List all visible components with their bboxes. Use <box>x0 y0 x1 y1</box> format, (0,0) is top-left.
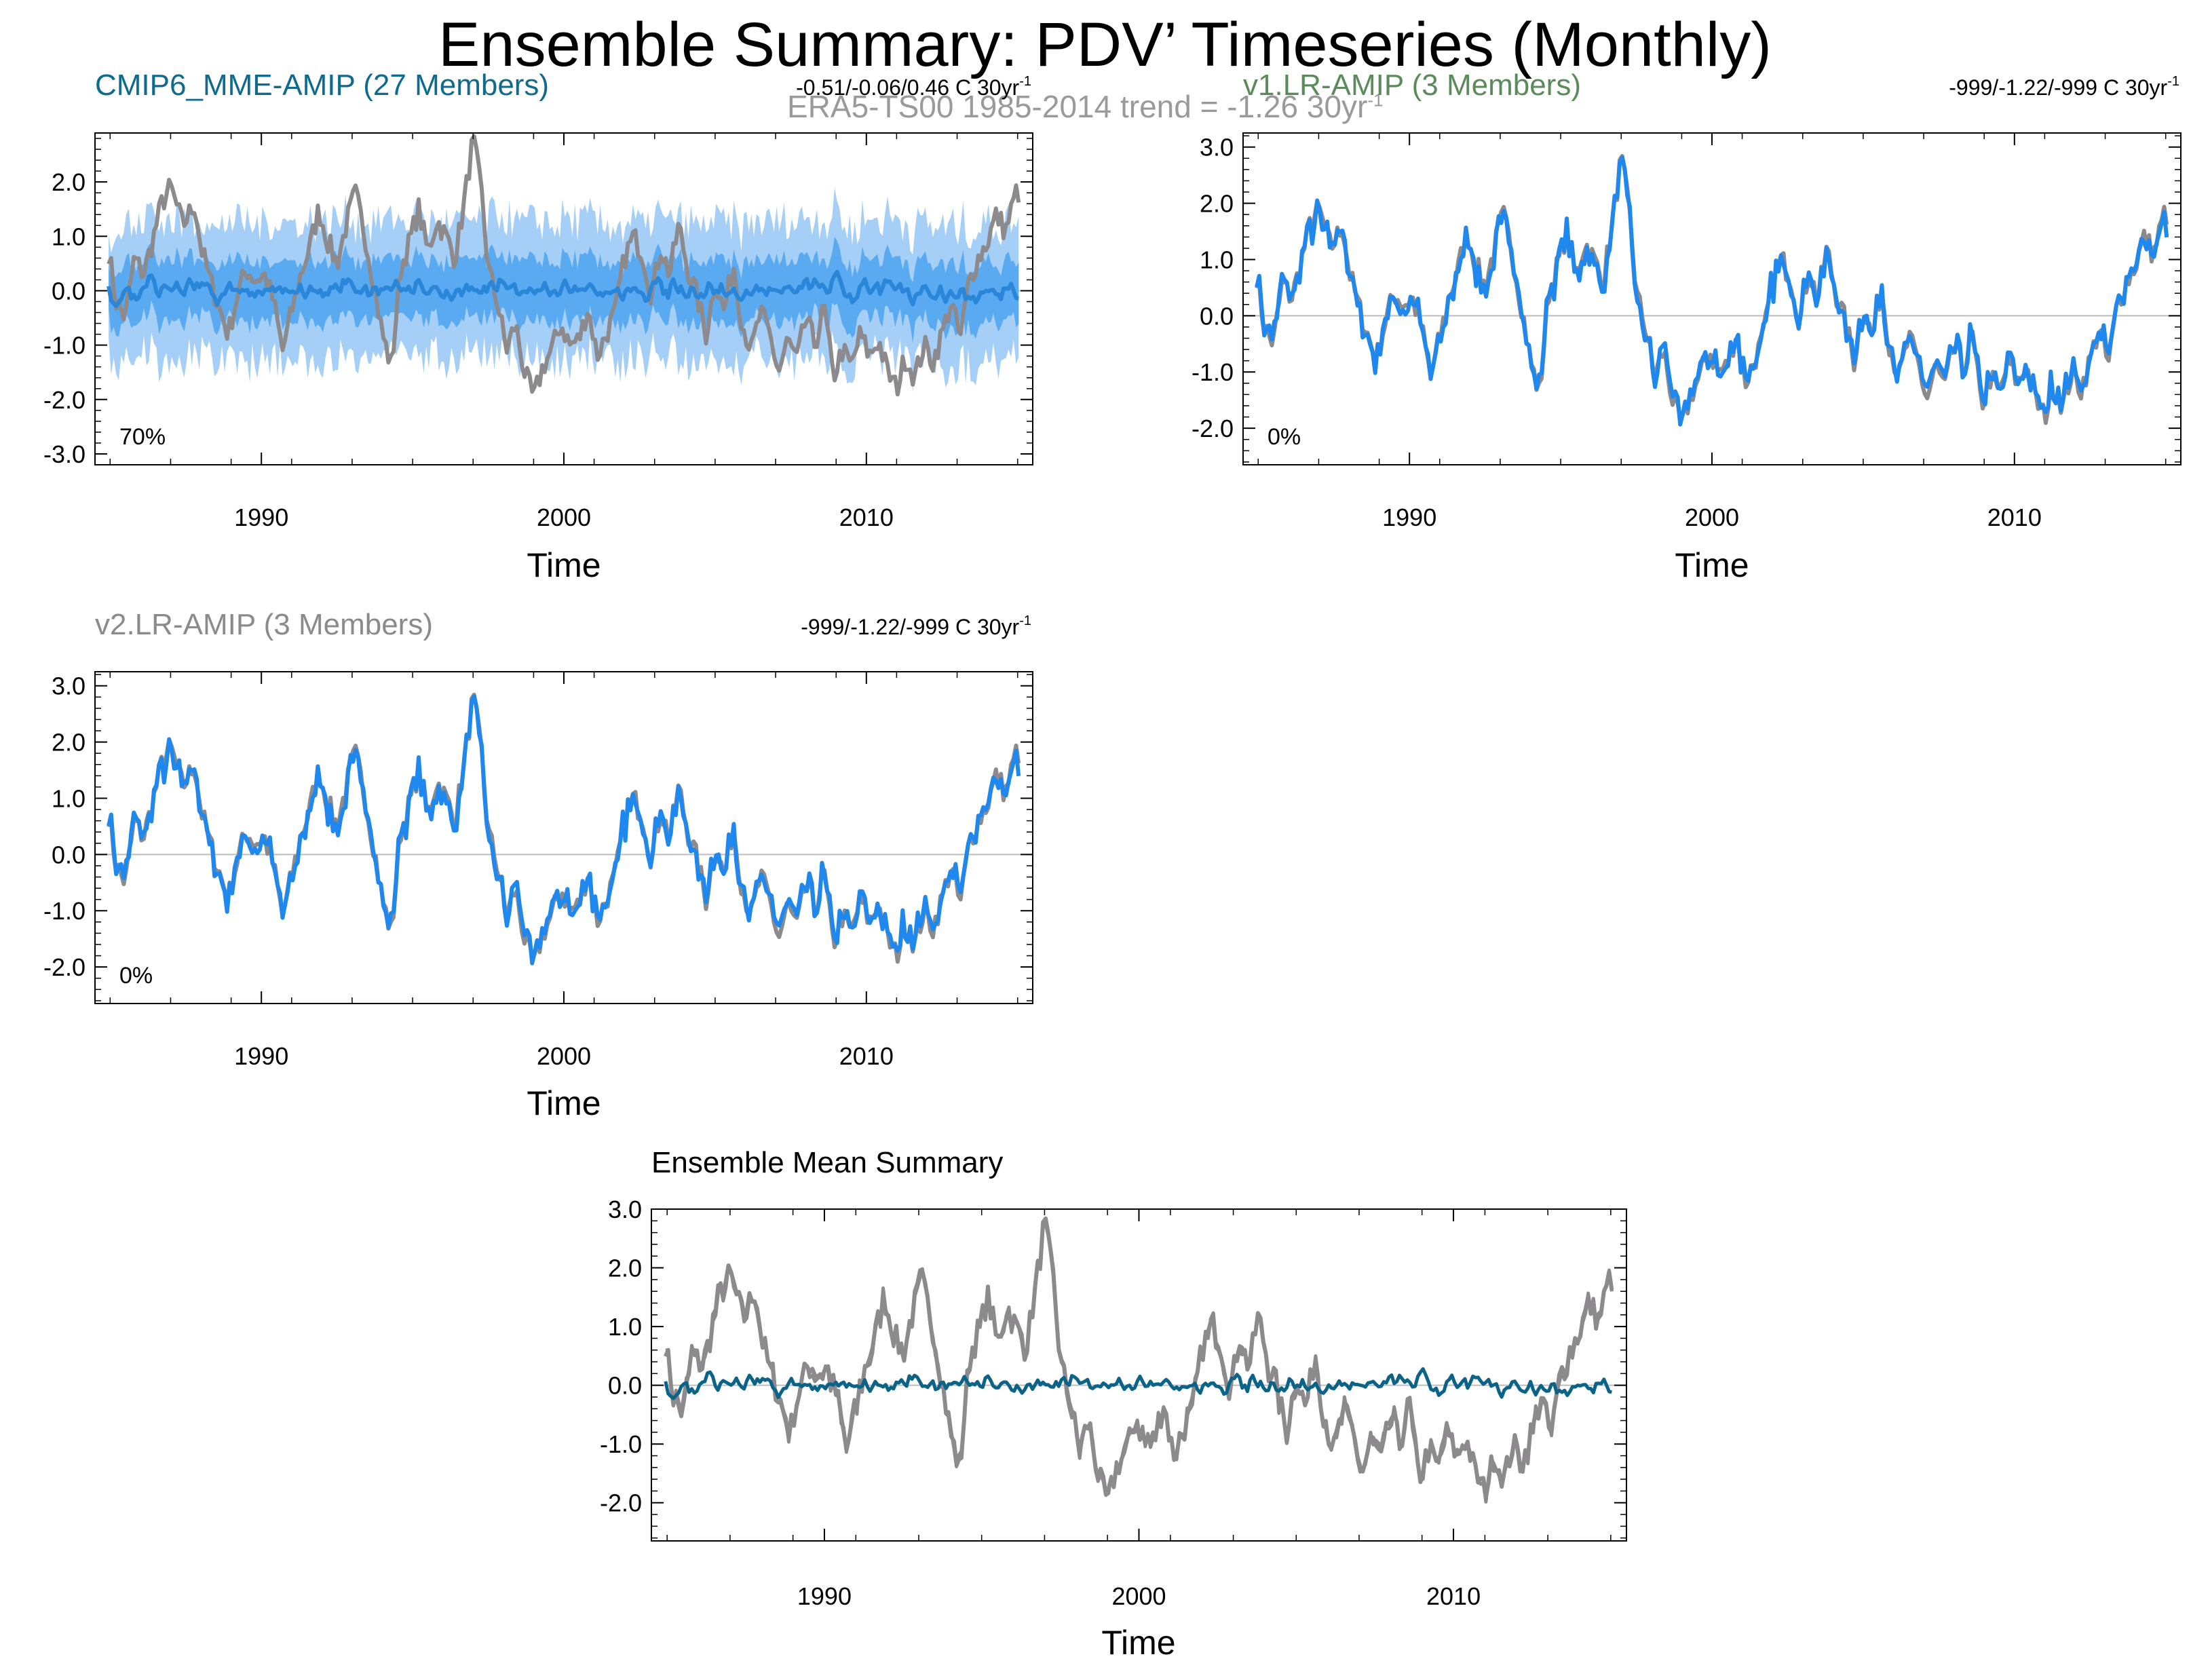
series-line-mme <box>107 269 1019 308</box>
y-tick-label: -1.0 <box>1192 358 1234 386</box>
x-tick-label: 1990 <box>234 1042 288 1070</box>
panel-trend: -999/-1.22/-999 C 30yr-1 <box>1949 74 2179 100</box>
percent-label: 0% <box>1268 424 1301 450</box>
y-tick-label: 0.0 <box>52 841 85 868</box>
panel-p1: 2.0 1.0 0.0 -1.0 -2.0 -3.0 1990 2000 2010 CMIP6_M… <box>43 69 1033 584</box>
y-tick-label: 2.0 <box>52 168 85 196</box>
x-tick-label: 2000 <box>1685 503 1739 531</box>
y-tick-label: -1.0 <box>43 897 85 925</box>
plot-area <box>95 692 1033 966</box>
y-tick-label: -1.0 <box>43 332 85 360</box>
percent-label: 0% <box>119 963 153 989</box>
panel-title: CMIP6_MME-AMIP (27 Members) <box>95 69 549 102</box>
x-tick-label: 2000 <box>537 503 591 531</box>
panel-p4: 3.0 2.0 1.0 0.0 -1.0 -2.0 1990 2000 2010 Ensemble… <box>600 1146 1627 1662</box>
x-axis-label: Time <box>1101 1624 1175 1662</box>
panel-title: Ensemble Mean Summary <box>651 1146 1003 1179</box>
panel-trend: -0.51/-0.06/0.46 C 30yr-1 <box>796 74 1031 100</box>
panel-title: v2.LR-AMIP (3 Members) <box>95 608 433 641</box>
y-tick-label: 2.0 <box>52 729 85 757</box>
y-tick-label: 2.0 <box>608 1255 642 1282</box>
x-axis-label: Time <box>527 546 601 584</box>
panel-trend: -999/-1.22/-999 C 30yr-1 <box>801 613 1031 639</box>
x-tick-label: 2010 <box>1426 1582 1481 1610</box>
y-tick-label: 0.0 <box>608 1372 642 1400</box>
series-line-obs <box>107 134 1021 397</box>
x-tick-label: 2010 <box>1987 503 2042 531</box>
y-tick-label: 0.0 <box>52 277 85 305</box>
percent-label: 70% <box>119 424 166 450</box>
x-tick-label: 2010 <box>839 503 894 531</box>
plot-frame <box>1242 132 2182 465</box>
y-tick-label: 3.0 <box>1200 134 1234 161</box>
x-axis-label: Time <box>527 1084 601 1122</box>
x-tick-label: 2010 <box>839 1042 894 1070</box>
panel-p2: 3.0 2.0 1.0 0.0 -1.0 -2.0 1990 2000 2010 v1.LR-AM… <box>1192 69 2182 584</box>
x-tick-label: 1990 <box>1382 503 1436 531</box>
x-tick-label: 2000 <box>537 1042 591 1070</box>
y-tick-label: -1.0 <box>600 1430 642 1458</box>
y-tick-label: -2.0 <box>1192 415 1234 442</box>
x-tick-label: 1990 <box>797 1582 852 1610</box>
series-line-summary <box>664 1367 1612 1400</box>
obs-trend-note: ERA5-TS00 1985-2014 trend = -1.26 30yr-1 <box>787 89 1384 124</box>
y-tick-label: 1.0 <box>52 223 85 250</box>
panel-p3: 3.0 2.0 1.0 0.0 -1.0 -2.0 1990 2000 2010 v2.LR-AM… <box>43 608 1033 1122</box>
y-tick-label: 1.0 <box>608 1313 642 1341</box>
y-tick-label: 1.0 <box>1200 246 1234 273</box>
figure-title: Ensemble Summary: PDV’ Timeseries (Month… <box>438 10 1772 79</box>
y-tick-label: 2.0 <box>1200 190 1234 218</box>
y-tick-label: -2.0 <box>43 386 85 414</box>
plot-frame <box>94 671 1033 1004</box>
y-tick-label: 0.0 <box>1200 302 1234 330</box>
plot-area <box>651 1216 1626 1504</box>
plot-area <box>95 134 1033 397</box>
x-tick-label: 1990 <box>234 503 288 531</box>
series-line-obs-alt <box>665 1222 1614 1504</box>
y-tick-label: 1.0 <box>52 784 85 812</box>
x-tick-label: 2000 <box>1111 1582 1166 1610</box>
series-line-model <box>107 694 1021 966</box>
y-tick-label: -2.0 <box>43 953 85 981</box>
y-tick-label: 3.0 <box>52 672 85 700</box>
y-tick-label: -2.0 <box>600 1489 642 1517</box>
y-tick-label: 3.0 <box>608 1196 642 1223</box>
panel-title: v1.LR-AMIP (3 Members) <box>1243 69 1581 102</box>
y-tick-label: -3.0 <box>43 440 85 468</box>
x-axis-label: Time <box>1675 546 1749 584</box>
series-line-model <box>1255 155 2169 427</box>
plot-area <box>1243 153 2181 427</box>
